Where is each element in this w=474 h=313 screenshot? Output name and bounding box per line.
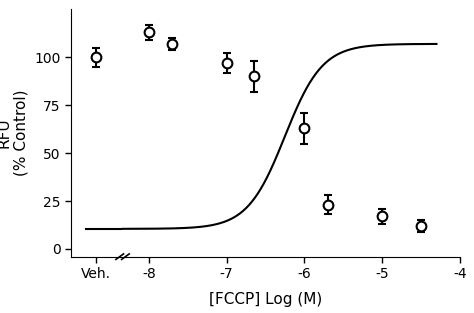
Text: [FCCP] Log (M): [FCCP] Log (M) xyxy=(209,292,322,307)
Y-axis label: RFU
(% Control): RFU (% Control) xyxy=(0,90,29,176)
